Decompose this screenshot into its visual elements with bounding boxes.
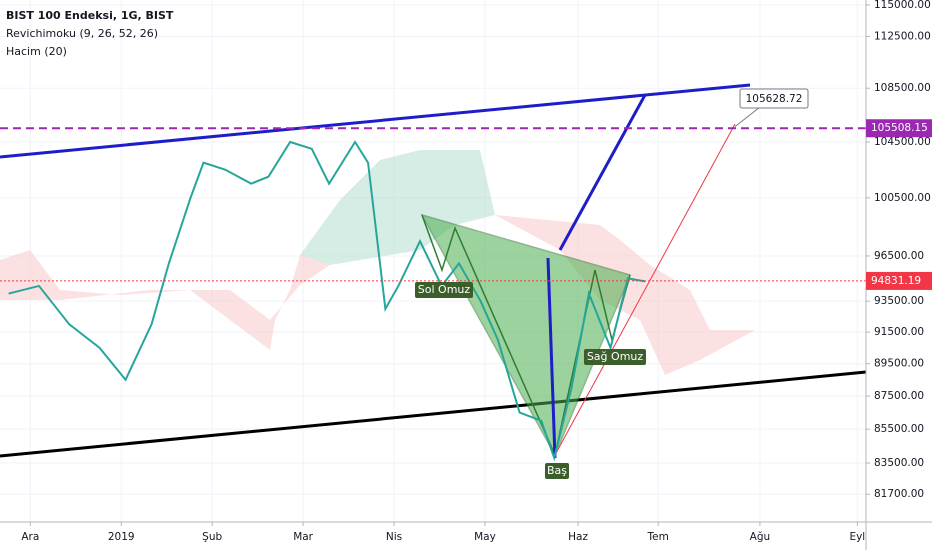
price-tag: [866, 271, 932, 290]
target-pointer: [734, 106, 761, 128]
y-tick-label: 104500.00: [874, 136, 931, 148]
cloud-red: [0, 250, 330, 350]
x-tick-label: Haz: [568, 531, 588, 543]
label-box: [584, 349, 646, 365]
y-tick-label: 81700.00: [874, 488, 924, 500]
chart-title: BIST 100 Endeksi, 1G, BIST: [6, 9, 174, 22]
y-tick-label: 93500.00: [874, 295, 924, 307]
indicator-label: Hacim (20): [6, 45, 67, 58]
axes: 115000.00 112500.00 108500.00 104500.00 1005…: [21, 0, 932, 543]
y-tick-label: 83500.00: [874, 457, 924, 469]
channel-top: [0, 83, 751, 159]
y-tick-label: 108500.00: [874, 82, 931, 94]
label-box: [415, 282, 473, 298]
x-tick-label: May: [474, 531, 496, 543]
x-tick-label: Şub: [202, 531, 222, 543]
label-box: [545, 463, 569, 479]
pattern-label: Sol Omuz: [418, 283, 471, 296]
price-tag-label: 94831.19: [871, 275, 921, 287]
price-line: [8, 140, 646, 462]
y-tick-label: 96500.00: [874, 250, 924, 262]
indicator-label: Revichimoku (9, 26, 52, 26): [6, 27, 158, 40]
x-tick-label: 2019: [108, 531, 135, 543]
pattern-label: Baş: [547, 464, 567, 477]
y-tick-label: 112500.00: [874, 30, 931, 42]
y-tick-label: 91500.00: [874, 326, 924, 338]
x-tick-label: Tem: [646, 531, 668, 543]
channel-bottom: [0, 370, 867, 458]
x-tick-label: Ağu: [750, 531, 771, 543]
y-tick-label: 89500.00: [874, 358, 924, 370]
y-tick-label: 85500.00: [874, 423, 924, 435]
x-tick-label: Mar: [293, 531, 313, 543]
pattern-label: Sağ Omuz: [587, 350, 644, 363]
grid: [0, 0, 866, 522]
x-tick-label: Eyl: [849, 531, 865, 543]
target-line: [558, 94, 647, 251]
y-tick-label: 115000.00: [874, 0, 931, 11]
y-tick-label: 100500.00: [874, 192, 931, 204]
cloud-green: [300, 150, 495, 265]
plot: 105628.72: [0, 88, 866, 462]
target-label: 105628.72: [746, 93, 803, 105]
x-tick-label: Ara: [21, 531, 39, 543]
projection-line: [554, 123, 736, 456]
price-tag-label: 105508.15: [871, 122, 928, 134]
price-tag: [866, 119, 932, 138]
pattern-height: [546, 257, 557, 459]
x-tick-label: Nis: [386, 531, 402, 543]
target-box: [739, 88, 809, 109]
y-tick-label: 87500.00: [874, 390, 924, 402]
